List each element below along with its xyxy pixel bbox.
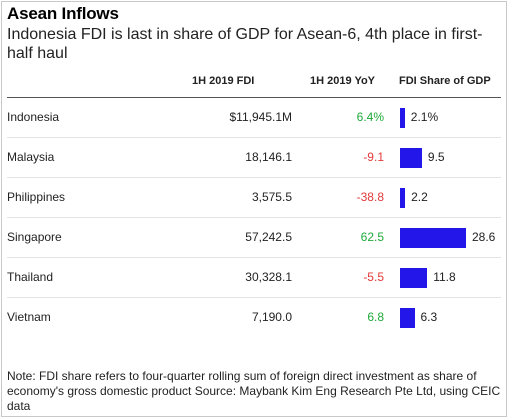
share-label: 6.3 <box>420 310 438 324</box>
share-bar <box>400 228 466 248</box>
table-row: Singapore 57,242.5 62.5 28.6 <box>0 218 510 258</box>
chart-title: Asean Inflows <box>7 4 119 23</box>
row-separator <box>7 217 501 218</box>
fdi-value: 30,328.1 <box>245 270 292 284</box>
chart-subtitle: Indonesia FDI is last in share of GDP fo… <box>7 26 483 62</box>
country-label: Vietnam <box>7 310 51 324</box>
row-separator <box>7 257 501 258</box>
column-header-yoy: 1H 2019 YoY <box>310 75 376 87</box>
yoy-value: -9.1 <box>363 150 384 164</box>
row-separator <box>7 297 501 298</box>
yoy-value: 6.4% <box>356 110 384 124</box>
yoy-value: -5.5 <box>363 270 384 284</box>
yoy-value: -38.8 <box>356 190 384 204</box>
country-label: Thailand <box>7 270 54 284</box>
table-row: Indonesia $11,945.1M 6.4% 2.1% <box>0 98 510 138</box>
yoy-value: 62.5 <box>360 230 384 244</box>
share-label: 2.2 <box>411 190 428 204</box>
column-header-fdi: 1H 2019 FDI <box>192 75 255 87</box>
share-bar <box>400 188 406 208</box>
share-bar <box>400 308 415 328</box>
country-label: Indonesia <box>7 110 60 124</box>
table-row: Vietnam 7,190.0 6.8 6.3 <box>0 298 510 338</box>
row-separator <box>7 137 501 138</box>
share-label: 11.8 <box>433 270 456 284</box>
table-row: Thailand 30,328.1 -5.5 11.8 <box>0 258 510 298</box>
fdi-value: 7,190.0 <box>251 310 292 324</box>
yoy-value: 6.8 <box>367 310 384 324</box>
share-label: 28.6 <box>472 230 496 244</box>
fdi-value: 57,242.5 <box>245 230 292 244</box>
share-label: 9.5 <box>427 150 445 164</box>
share-label: 2.1% <box>410 110 439 124</box>
share-bar <box>400 268 428 288</box>
column-header-share: FDI Share of GDP <box>399 75 491 87</box>
fdi-value: 3,575.5 <box>251 190 292 204</box>
header-rule <box>7 97 501 98</box>
fdi-value: 18,146.1 <box>245 150 292 164</box>
row-separator <box>7 177 501 178</box>
footnote: Note: FDI share refers to four-quarter r… <box>7 369 501 413</box>
country-label: Malaysia <box>7 150 55 164</box>
share-bar <box>400 148 422 168</box>
table-row: Malaysia 18,146.1 -9.1 9.5 <box>0 138 510 178</box>
share-bar <box>400 108 405 128</box>
country-label: Singapore <box>7 230 62 244</box>
fdi-value: $11,945.1M <box>229 110 293 124</box>
country-label: Philippines <box>7 190 66 204</box>
table-row: Philippines 3,575.5 -38.8 2.2 <box>0 178 510 218</box>
